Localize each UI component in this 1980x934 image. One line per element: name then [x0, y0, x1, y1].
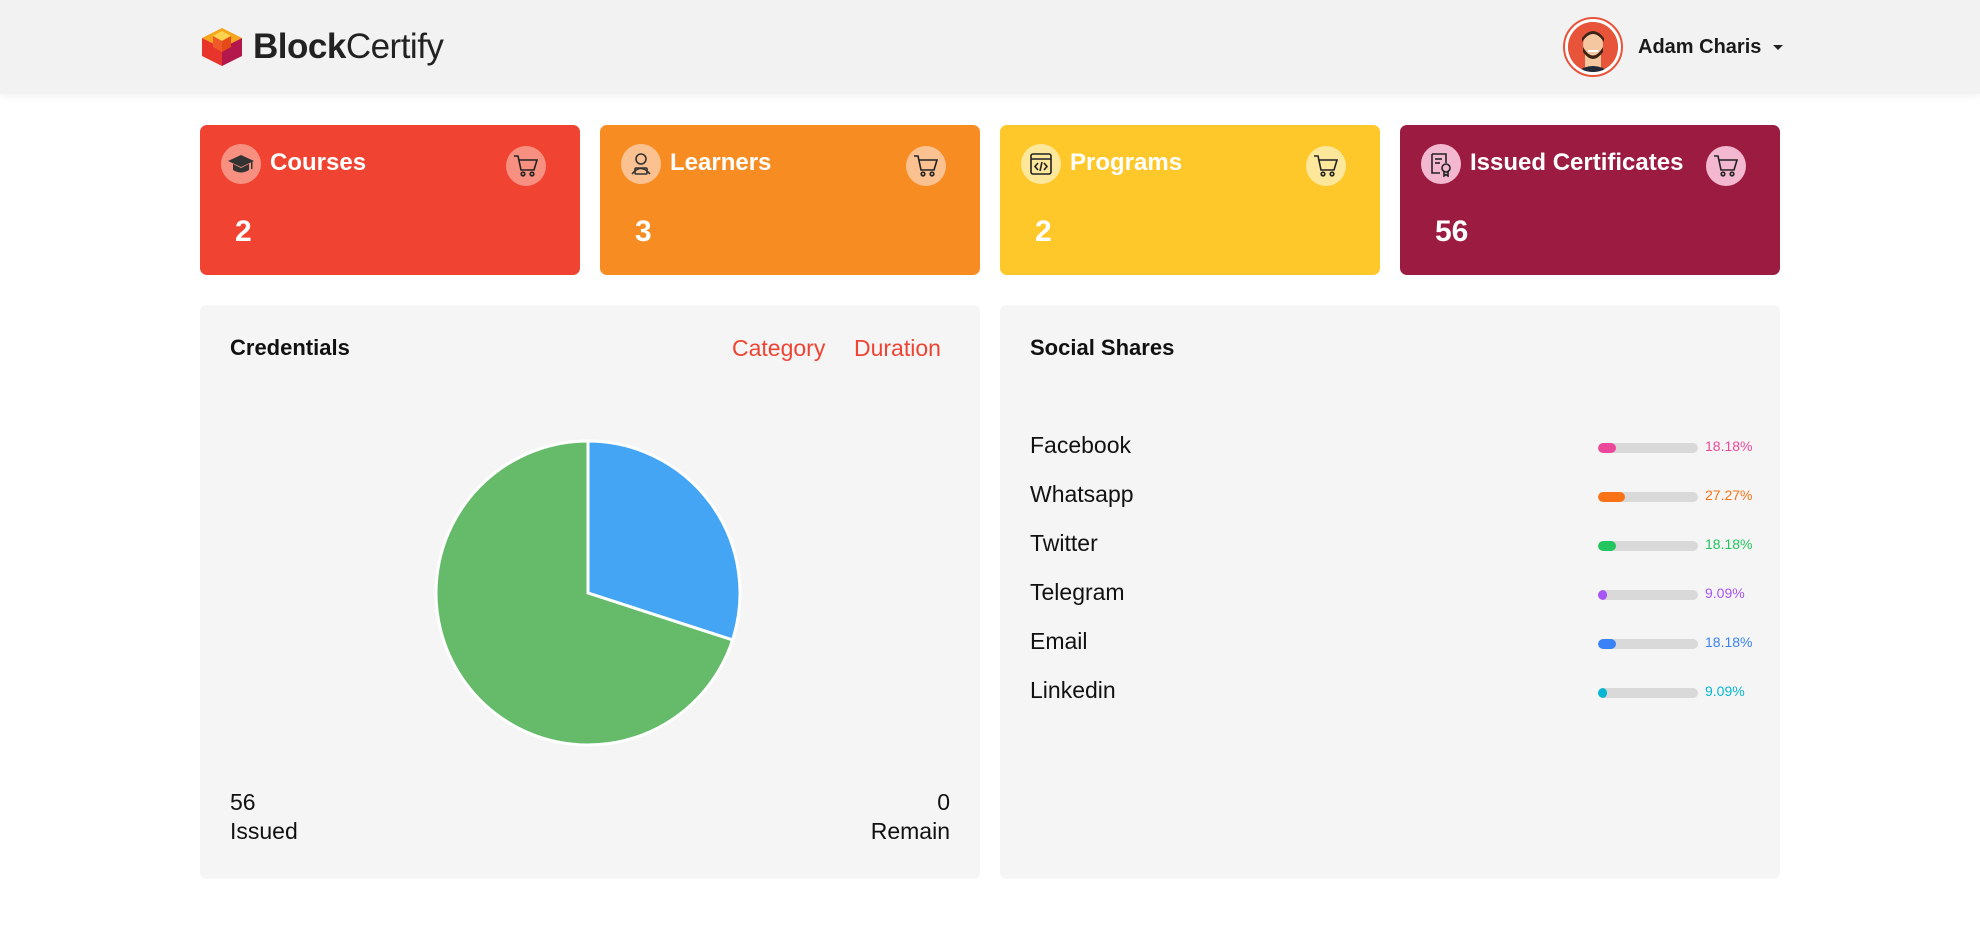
share-progress-bar	[1598, 688, 1698, 698]
issued-value: 56	[230, 789, 256, 815]
share-progress-fill	[1598, 492, 1626, 502]
stat-card-programs[interactable]: Programs 2	[1000, 125, 1380, 275]
cart-icon[interactable]	[1306, 146, 1346, 186]
share-percent: 18.18%	[1705, 438, 1753, 454]
user-avatar-icon	[1568, 22, 1618, 72]
share-progress-fill	[1598, 541, 1617, 551]
certificate-icon	[1421, 144, 1461, 184]
stat-title: Issued Certificates	[1470, 149, 1684, 176]
credentials-panel: Credentials Category Duration 56 Issued …	[200, 305, 980, 879]
stat-title: Courses	[270, 149, 367, 176]
share-label: Whatsapp	[1030, 481, 1134, 507]
social-shares-panel: Social Shares Facebook 18.18% Whatsapp 27.2…	[1000, 305, 1780, 879]
share-row-linkedin: Linkedin 9.09%	[1030, 677, 1750, 707]
credentials-pie-chart	[434, 439, 742, 747]
cart-icon[interactable]	[506, 146, 546, 186]
pie-slice-0[interactable]	[586, 439, 742, 642]
remain-value: 0	[937, 789, 950, 815]
share-row-email: Email 18.18%	[1030, 628, 1753, 658]
stat-card-courses[interactable]: Courses 2	[200, 125, 580, 275]
share-row-twitter: Twitter 18.18%	[1030, 530, 1753, 560]
share-label: Twitter	[1030, 530, 1098, 556]
cart-icon[interactable]	[1706, 146, 1746, 186]
panel-title: Social Shares	[1030, 335, 1175, 360]
user-name[interactable]: Adam Charis	[1638, 35, 1762, 58]
remain-label: Remain	[870, 818, 950, 844]
share-label: Facebook	[1030, 432, 1132, 458]
user-menu[interactable]: Adam Charis	[1563, 17, 1784, 77]
share-percent: 9.09%	[1705, 683, 1745, 699]
pie-slice-1[interactable]	[434, 439, 735, 747]
share-label: Email	[1030, 628, 1088, 654]
share-row-telegram: Telegram 9.09%	[1030, 579, 1750, 609]
share-row-facebook: Facebook 18.18%	[1030, 432, 1753, 462]
panel-title: Credentials	[230, 335, 350, 360]
brand-name: BlockCertify	[253, 27, 444, 66]
brand-logo[interactable]: BlockCertify	[199, 26, 444, 68]
logo-cube-icon	[202, 28, 242, 66]
share-percent: 18.18%	[1705, 634, 1753, 650]
share-percent: 27.27%	[1705, 487, 1753, 503]
share-progress-bar	[1598, 639, 1698, 649]
share-progress-fill	[1598, 590, 1608, 600]
share-progress-fill	[1598, 443, 1617, 453]
stat-value: 2	[235, 215, 252, 248]
share-progress-fill	[1598, 688, 1608, 698]
learner-icon	[621, 144, 661, 184]
share-progress-bar	[1598, 541, 1698, 551]
stat-value: 56	[1435, 215, 1469, 248]
stat-card-learners[interactable]: Learners 3	[600, 125, 980, 275]
share-progress-bar	[1598, 443, 1698, 453]
share-label: Telegram	[1030, 579, 1125, 605]
top-navbar: BlockCertify Adam Charis	[0, 0, 1980, 94]
stat-value: 3	[635, 215, 652, 248]
tab-category[interactable]: Category	[732, 335, 826, 361]
share-row-whatsapp: Whatsapp 27.27%	[1030, 481, 1753, 511]
code-window-icon	[1021, 144, 1061, 184]
share-progress-fill	[1598, 639, 1617, 649]
share-percent: 9.09%	[1705, 585, 1745, 601]
chevron-down-icon[interactable]	[1773, 44, 1784, 50]
tab-duration[interactable]: Duration	[854, 335, 941, 361]
avatar[interactable]	[1563, 17, 1623, 77]
share-progress-bar	[1598, 590, 1698, 600]
stat-card-issued-certificates[interactable]: Issued Certificates 56	[1400, 125, 1780, 275]
stat-title: Learners	[670, 149, 772, 176]
graduation-cap-icon	[221, 144, 261, 184]
issued-label: Issued	[230, 818, 298, 844]
stat-title: Programs	[1070, 149, 1183, 176]
cart-icon[interactable]	[906, 146, 946, 186]
share-progress-bar	[1598, 492, 1698, 502]
share-label: Linkedin	[1030, 677, 1116, 703]
stat-value: 2	[1035, 215, 1052, 248]
share-percent: 18.18%	[1705, 536, 1753, 552]
